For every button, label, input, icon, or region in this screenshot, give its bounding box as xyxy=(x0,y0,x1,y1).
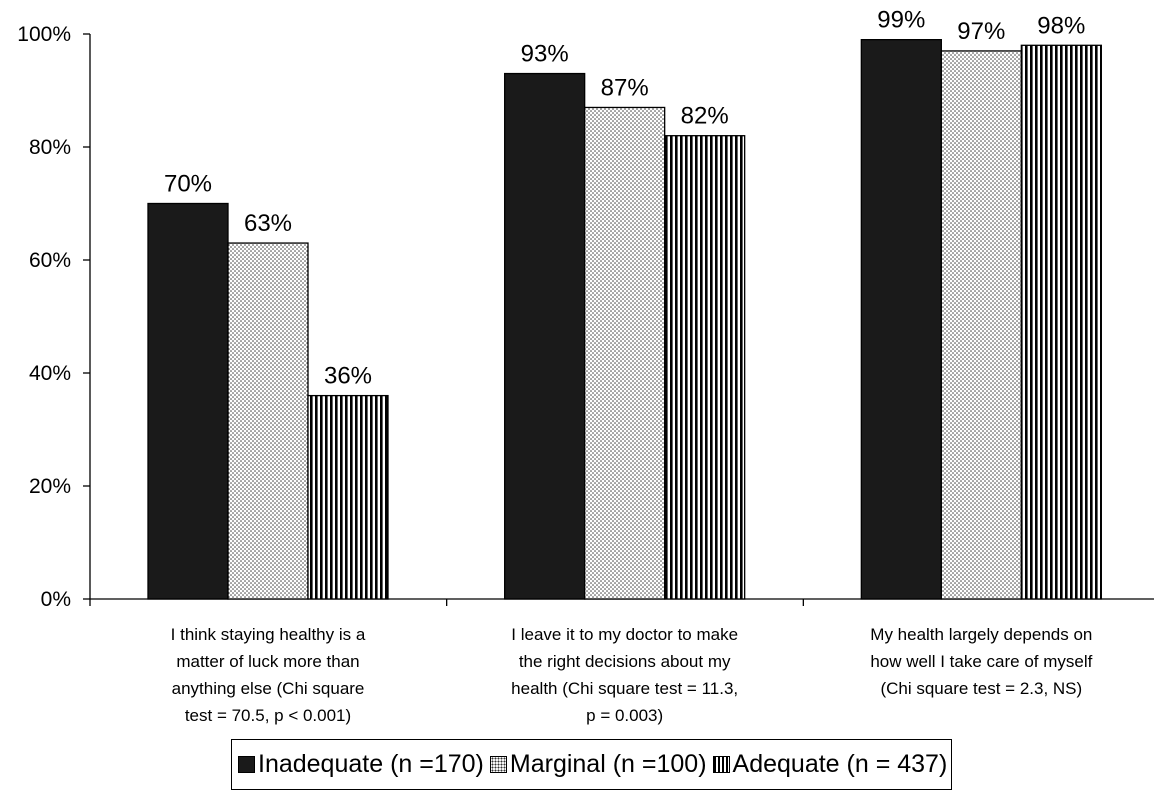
category-label-line: how well I take care of myself xyxy=(870,652,1092,671)
category-label-line: p = 0.003) xyxy=(586,706,663,725)
legend-label-marginal: Marginal (n =100) xyxy=(509,750,707,778)
data-label-adequate: 98% xyxy=(1037,12,1085,39)
data-label-inadequate: 70% xyxy=(164,171,212,198)
legend-item-marginal: Marginal (n =100) xyxy=(489,750,707,778)
category-label-line: matter of luck more than xyxy=(176,652,359,671)
category-label-line: anything else (Chi square xyxy=(172,679,365,698)
bar-marginal xyxy=(940,50,1022,600)
category-label-line: (Chi square test = 2.3, NS) xyxy=(880,679,1082,698)
data-label-inadequate: 93% xyxy=(521,41,569,68)
data-label-marginal: 87% xyxy=(601,74,649,101)
category-label: I think staying healthy is a matter of lu… xyxy=(171,625,366,725)
data-label-marginal: 63% xyxy=(244,210,292,237)
category-label-line: I leave it to my doctor to make xyxy=(511,625,738,644)
data-label-inadequate: 99% xyxy=(877,7,925,34)
legend-item-adequate: Adequate (n = 437) xyxy=(712,750,948,778)
category-label-line: the right decisions about my xyxy=(519,652,731,671)
bar-inadequate xyxy=(504,72,586,600)
y-tick-label: 20% xyxy=(29,475,71,498)
bar-marginal xyxy=(584,106,666,600)
legend-item-inadequate: Inadequate (n =170) xyxy=(238,752,484,777)
data-label-adequate: 82% xyxy=(681,103,729,130)
bar-adequate xyxy=(307,394,389,600)
category-label-line: My health largely depends on xyxy=(870,625,1092,644)
legend: Inadequate (n =170) Marginal (n =100) Ad… xyxy=(231,739,953,790)
y-tick-label: 40% xyxy=(29,362,71,385)
category-label: My health largely depends on how well I t… xyxy=(870,625,1092,698)
legend-swatch-marginal xyxy=(489,756,507,773)
y-tick-label: 100% xyxy=(17,23,71,46)
y-tick-label: 80% xyxy=(29,136,71,159)
y-tick-label: 0% xyxy=(41,588,71,611)
legend-label-inadequate: Inadequate (n =170) xyxy=(258,750,484,778)
bars xyxy=(147,39,1102,600)
legend-swatch-inadequate xyxy=(238,756,255,773)
bar-adequate xyxy=(1020,44,1102,600)
legend-swatch-adequate xyxy=(712,756,730,773)
category-label-line: health (Chi square test = 11.3, xyxy=(511,679,738,698)
bar-inadequate xyxy=(147,202,229,600)
bar-marginal xyxy=(227,242,309,600)
labels: 70% 93% 99% 63% 87% 97% 36% 82% 98% I think stayi… xyxy=(164,7,1093,725)
category-label-line: test = 70.5, p < 0.001) xyxy=(185,706,351,725)
category-label: I leave it to my doctor to make the right… xyxy=(511,625,738,725)
y-tick-label: 60% xyxy=(29,249,71,272)
bar-adequate xyxy=(664,135,746,600)
data-label-marginal: 97% xyxy=(957,18,1005,45)
data-label-adequate: 36% xyxy=(324,363,372,390)
category-label-line: I think staying healthy is a xyxy=(171,625,366,644)
bar-inadequate xyxy=(860,39,942,600)
legend-label-adequate: Adequate (n = 437) xyxy=(732,750,948,778)
